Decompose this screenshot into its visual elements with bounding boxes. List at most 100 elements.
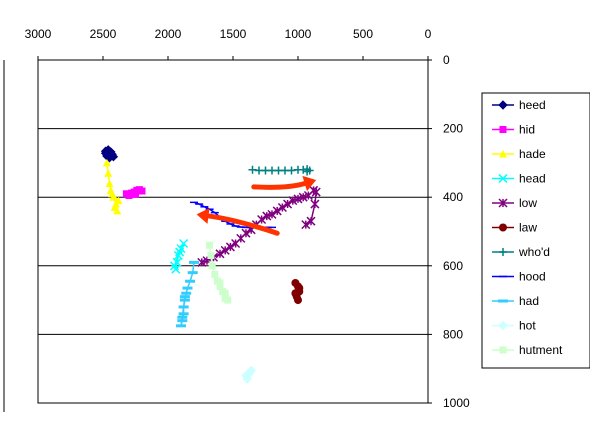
data-point-had: [179, 295, 190, 299]
series-head: [169, 238, 189, 274]
series-heed: [100, 145, 119, 163]
data-point-head: [175, 247, 185, 257]
legend-label-hade: hade: [519, 147, 546, 161]
data-point-head: [179, 238, 189, 249]
data-point-hid: [132, 190, 139, 198]
data-point-low: [306, 216, 316, 226]
data-point-low: [311, 187, 321, 197]
legend-marker-heed: [498, 100, 508, 110]
data-point-low: [241, 228, 251, 238]
legend-label-heed: heed: [519, 98, 546, 112]
x-tick-label: 1000: [285, 27, 312, 41]
series-hid: [122, 186, 146, 199]
data-point-low: [298, 192, 308, 202]
data-point-heed: [108, 152, 119, 162]
series-who-d: [248, 165, 314, 176]
series-had: [176, 260, 199, 328]
y-tick-label: 200: [443, 122, 463, 136]
legend-label-had: had: [519, 294, 539, 308]
data-point-hutment: [208, 262, 216, 270]
data-point-hot: [245, 368, 255, 378]
x-tick-label: 500: [353, 27, 373, 41]
data-point-law: [295, 284, 304, 293]
legend-item-had: had: [492, 294, 539, 308]
y-tick-label: 600: [443, 259, 463, 273]
legend-label-hood: hood: [519, 270, 546, 284]
data-point-low: [215, 249, 225, 259]
x-tick-label: 2000: [155, 27, 182, 41]
x-tick-label: 0: [425, 27, 432, 41]
data-point-had: [178, 305, 189, 309]
data-point-low: [288, 196, 298, 206]
data-point-hade: [110, 203, 119, 211]
data-point-low: [277, 202, 287, 213]
data-point-hutment: [221, 289, 229, 297]
data-point-hot: [242, 374, 253, 384]
legend-label-low: low: [519, 196, 537, 210]
series-hade: [102, 158, 123, 215]
legend-label-hutment: hutment: [519, 343, 563, 357]
legend-item-head: head: [492, 172, 546, 186]
y-tick-label: 400: [443, 190, 463, 204]
data-point-hid: [125, 191, 133, 199]
x-tick-label: 3000: [25, 27, 52, 41]
legend-item-law: law: [492, 221, 537, 235]
data-point-law: [294, 296, 302, 305]
legend-marker-law: [499, 223, 507, 232]
legend-marker-head: [498, 173, 508, 184]
data-point-low: [267, 209, 277, 219]
data-point-had: [182, 286, 193, 290]
legend-label-law: law: [519, 221, 537, 235]
x-axis-ticks: 3000 2500 2000 1500 1000 500 0: [25, 27, 432, 60]
data-point-hutment: [211, 270, 219, 278]
data-point-hade: [104, 169, 113, 177]
data-point-who-d: [303, 167, 312, 176]
legend-marker-hid: [499, 126, 507, 133]
legend-item-hutment: hutment: [492, 343, 563, 357]
data-point-low: [225, 242, 235, 252]
data-point-low: [272, 206, 282, 216]
y-tick-label: 800: [443, 327, 463, 341]
legend: heed hid hade head low law who'd hood had hot hutm…: [481, 92, 590, 369]
series-hot: [241, 365, 256, 384]
legend-marker-hade: [499, 150, 507, 158]
data-point-hade: [102, 158, 111, 167]
y-tick-label: 1000: [443, 396, 470, 410]
legend-item-hood: hood: [492, 270, 546, 284]
legend-label-hot: hot: [519, 319, 536, 333]
x-tick-label: 1500: [220, 27, 247, 41]
legend-marker-low: [498, 198, 508, 208]
data-point-low: [257, 214, 267, 225]
annotation-arrow-head-2: [196, 207, 210, 224]
data-point-low: [293, 194, 303, 204]
legend-marker-who-d: [499, 248, 507, 256]
legend-label-head: head: [519, 172, 546, 186]
data-point-had: [177, 315, 188, 319]
data-point-had: [181, 291, 192, 295]
legend-item-heed: heed: [492, 98, 546, 112]
data-point-hid: [138, 187, 146, 195]
legend-marker-had: [498, 299, 508, 303]
data-point-low: [220, 245, 230, 255]
data-point-low: [310, 199, 320, 209]
legend-box: [481, 92, 590, 369]
series-law: [291, 278, 304, 305]
data-point-hutment: [207, 252, 215, 260]
annotation-arrow-head-1: [302, 175, 317, 192]
data-point-hade: [114, 196, 123, 205]
legend-item-hot: hot: [492, 319, 536, 333]
data-point-low: [301, 220, 311, 230]
data-point-hade: [108, 189, 117, 198]
data-point-low: [262, 211, 272, 221]
data-point-low: [283, 199, 293, 209]
annotation-layer: [196, 175, 317, 236]
data-point-low: [197, 257, 207, 267]
data-point-had: [189, 260, 199, 264]
annotation-arrow-shaft-2: [205, 213, 280, 236]
legend-marker-hutment: [499, 346, 507, 354]
data-point-had: [177, 319, 188, 323]
legend-label-who-d: who'd: [518, 245, 550, 259]
x-tick-label: 2500: [90, 27, 117, 41]
data-point-hutment: [216, 279, 224, 287]
